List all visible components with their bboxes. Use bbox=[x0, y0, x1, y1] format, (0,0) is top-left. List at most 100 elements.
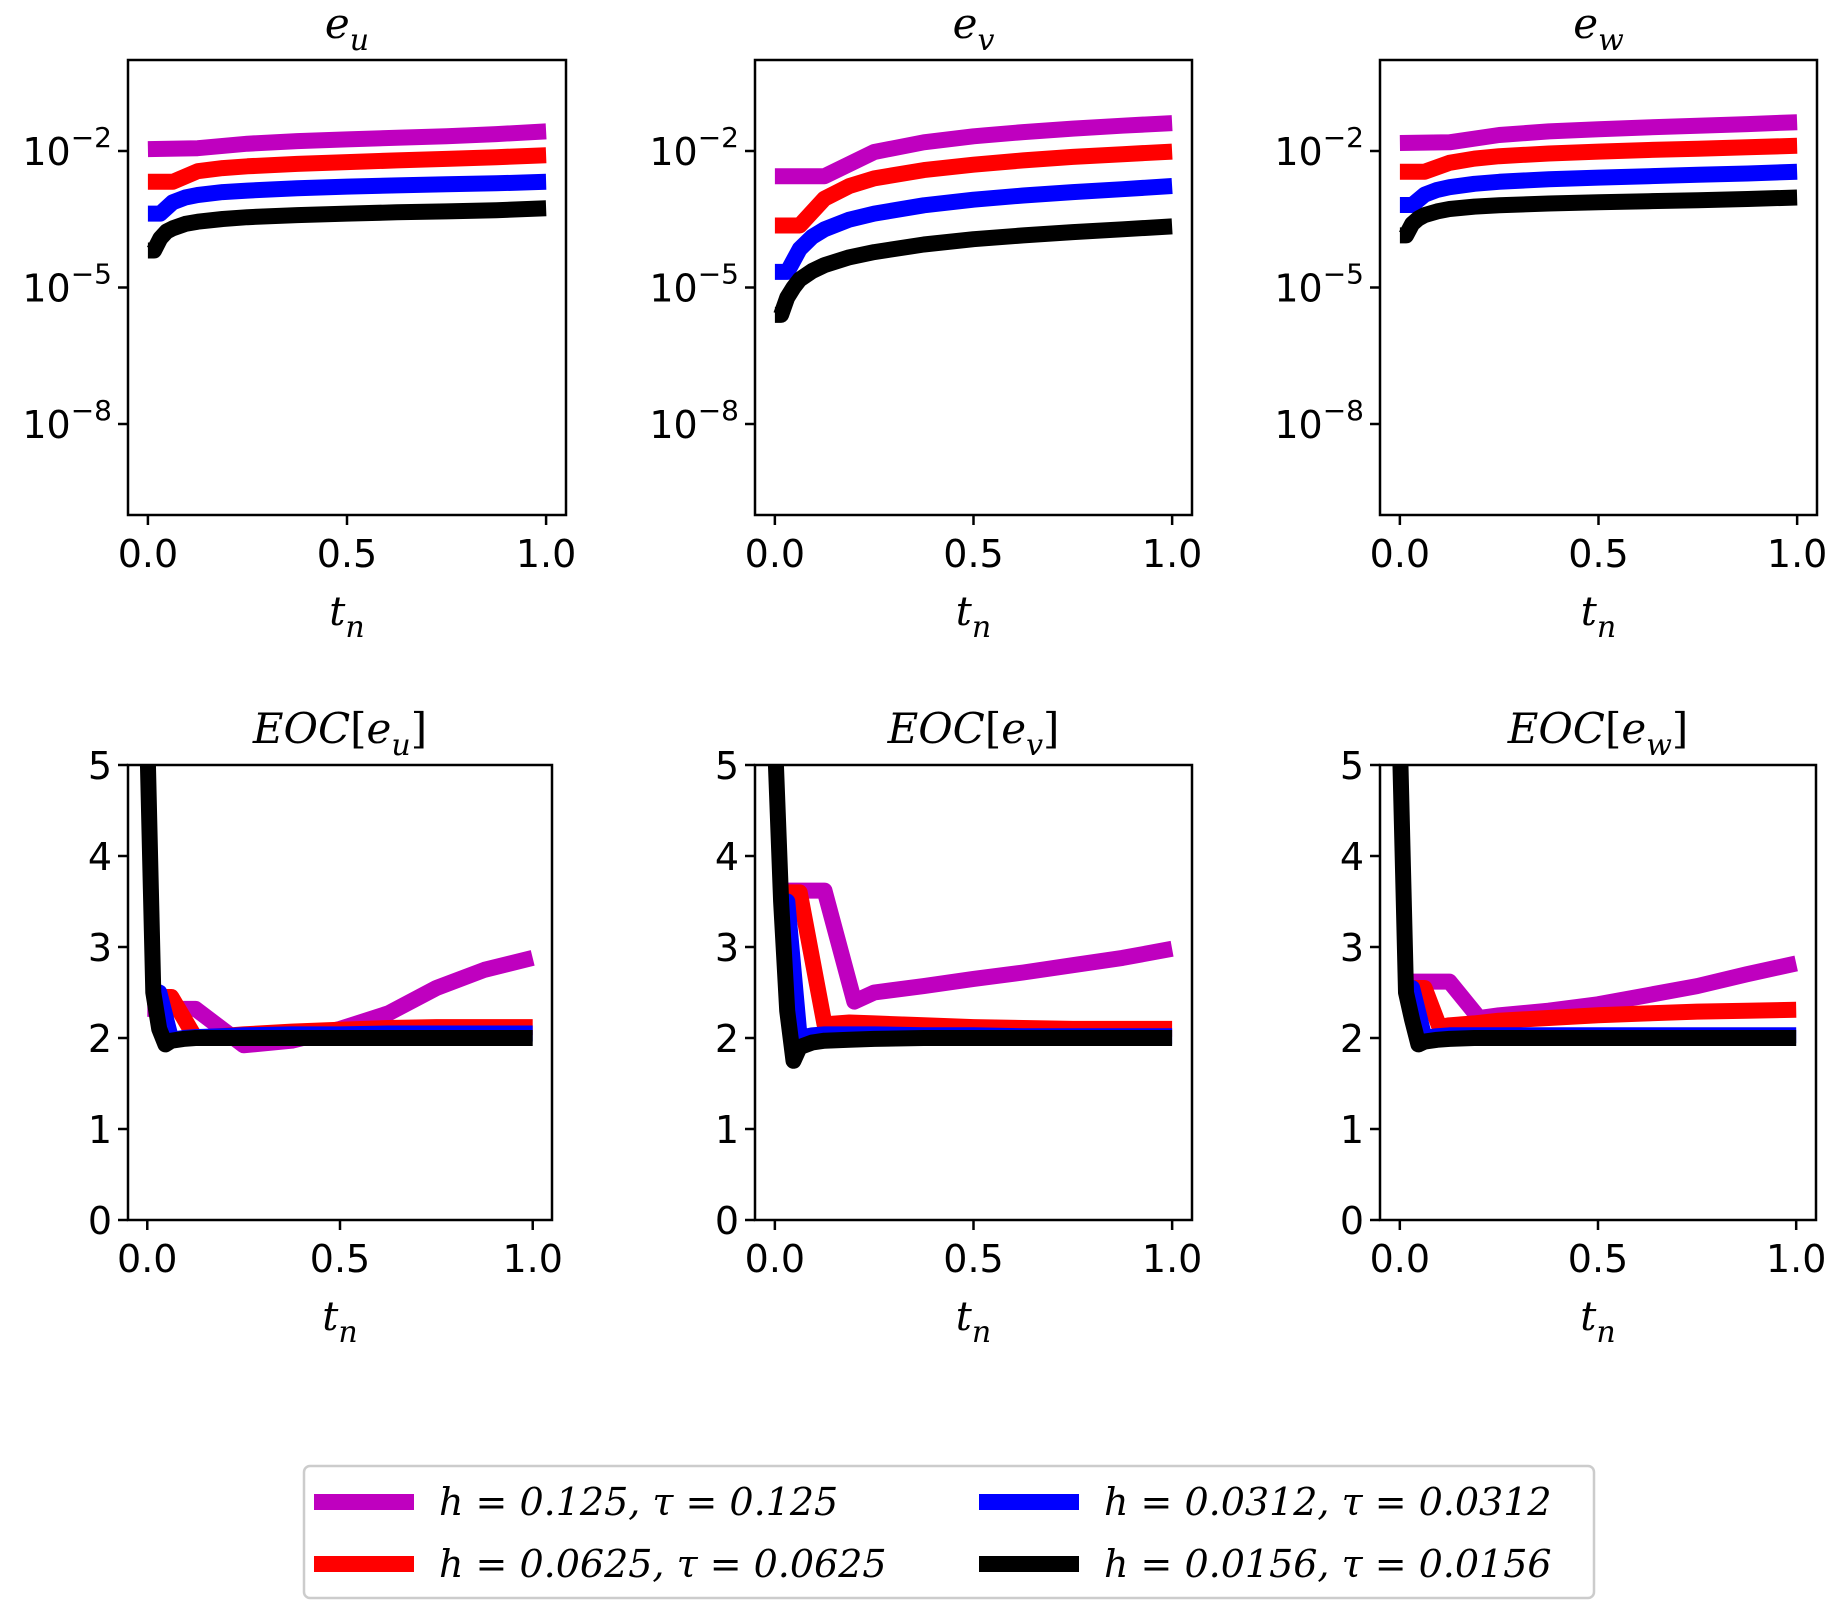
panel-title: ew bbox=[1573, 0, 1624, 58]
series-line-1 bbox=[1399, 114, 1798, 151]
series-line-1 bbox=[774, 882, 1174, 1010]
axes-frame bbox=[1378, 763, 1818, 1222]
title-bracket-close: ] bbox=[411, 704, 427, 753]
series-line-2 bbox=[1399, 137, 1798, 180]
panel-title: ev bbox=[953, 0, 995, 58]
x-tick-label: 0.0 bbox=[1370, 1237, 1430, 1281]
panel-6: 0.0 0.5 1.0 0 1 2 3 4 5 tn EOC[ew] bbox=[1340, 704, 1827, 1350]
x-tick-label: 0.0 bbox=[745, 1237, 805, 1281]
y-tick-label: 10−5 bbox=[22, 258, 112, 311]
x-label-sub: n bbox=[338, 1315, 357, 1350]
panel-title: EOC[ew] bbox=[1507, 704, 1689, 763]
title-eoc: EOC bbox=[887, 704, 985, 753]
y-tick-exponent: −2 bbox=[71, 121, 112, 154]
x-tick-label: 0.5 bbox=[943, 1237, 1003, 1281]
y-tick-label: 3 bbox=[1340, 926, 1364, 970]
series-line-3 bbox=[1399, 163, 1798, 213]
y-tick-exponent: −8 bbox=[698, 394, 739, 427]
panel-title: EOC[ev] bbox=[887, 704, 1060, 763]
y-tick-label: 5 bbox=[88, 744, 112, 788]
y-tick-label: 4 bbox=[88, 835, 112, 879]
y-tick-label: 5 bbox=[715, 744, 739, 788]
series-line-3 bbox=[774, 178, 1173, 280]
title-sub: u bbox=[391, 728, 410, 763]
y-tick-label: 3 bbox=[88, 926, 112, 970]
series-line-2 bbox=[1399, 980, 1797, 1036]
y-tick-exponent: −8 bbox=[71, 394, 112, 427]
title-sub: u bbox=[350, 23, 369, 58]
x-label-sub: n bbox=[345, 610, 364, 645]
x-label-sub: n bbox=[972, 610, 991, 645]
y-tick-label: 0 bbox=[715, 1199, 739, 1243]
x-tick-label: 0.0 bbox=[117, 1237, 177, 1281]
title-var: e bbox=[325, 0, 350, 48]
title-var: e bbox=[367, 704, 392, 753]
y-tick-label: 10−8 bbox=[22, 394, 112, 447]
title-sub: v bbox=[1026, 728, 1043, 763]
y-tick-label: 3 bbox=[715, 926, 739, 970]
x-label-main: t bbox=[956, 589, 973, 635]
y-tick-label: 10−8 bbox=[649, 394, 739, 447]
x-tick-label: 1.0 bbox=[1142, 1237, 1202, 1281]
y-tick-label: 10−2 bbox=[1274, 121, 1364, 174]
title-sub: v bbox=[977, 23, 994, 58]
series-line-4 bbox=[773, 218, 1173, 323]
series-group bbox=[146, 123, 547, 259]
series-line-3 bbox=[147, 173, 547, 222]
title-var: e bbox=[953, 0, 978, 48]
x-tick-label: 0.5 bbox=[943, 532, 1003, 576]
legend-label: h = 0.0156, τ = 0.0156 bbox=[1104, 1542, 1552, 1586]
series-group bbox=[767, 765, 1174, 1069]
y-tick-label: 0 bbox=[88, 1199, 112, 1243]
legend: h = 0.125, τ = 0.125 h = 0.0625, τ = 0.06… bbox=[302, 1464, 1596, 1600]
y-tick-exponent: −5 bbox=[71, 258, 112, 291]
y-tick-label: 1 bbox=[88, 1108, 112, 1152]
legend-item-2: h = 0.0625, τ = 0.0625 bbox=[314, 1542, 887, 1586]
x-label-sub: n bbox=[972, 1315, 991, 1350]
x-axis-label: tn bbox=[1580, 1294, 1615, 1350]
y-tick-label: 10−2 bbox=[22, 121, 112, 174]
title-bracket-open: [ bbox=[985, 704, 1001, 753]
y-tick-label: 2 bbox=[88, 1017, 112, 1061]
x-label-main: t bbox=[1580, 1294, 1597, 1340]
x-tick-label: 0.5 bbox=[317, 532, 377, 576]
series-group bbox=[1398, 114, 1798, 244]
y-tick-base: 10 bbox=[1274, 403, 1322, 447]
y-tick-exponent: −2 bbox=[698, 121, 739, 154]
y-tick-label: 10−8 bbox=[1274, 394, 1364, 447]
y-tick-exponent: −8 bbox=[1323, 394, 1364, 427]
x-label-main: t bbox=[956, 1294, 973, 1340]
y-tick-label: 5 bbox=[1340, 744, 1364, 788]
x-axis-label: tn bbox=[1581, 589, 1616, 645]
x-label-sub: n bbox=[1597, 610, 1616, 645]
title-bracket-close: ] bbox=[1672, 704, 1688, 753]
x-axis-label: tn bbox=[956, 1294, 991, 1350]
y-tick-label: 1 bbox=[715, 1108, 739, 1152]
title-sub: w bbox=[1646, 728, 1672, 763]
y-tick-exponent: −2 bbox=[1323, 121, 1364, 154]
panel-4: 0.0 0.5 1.0 0 1 2 3 4 5 tn EOC[eu] bbox=[88, 704, 563, 1350]
series-line-1 bbox=[774, 115, 1173, 185]
y-tick-label: 4 bbox=[1340, 835, 1364, 879]
y-tick-base: 10 bbox=[649, 130, 697, 174]
panel-title: eu bbox=[325, 0, 369, 58]
x-tick-label: 1.0 bbox=[503, 1237, 563, 1281]
x-tick-label: 1.0 bbox=[1766, 1237, 1826, 1281]
y-tick-base: 10 bbox=[22, 130, 70, 174]
panel-5: 0.0 0.5 1.0 0 1 2 3 4 5 tn EOC[ev] bbox=[715, 704, 1203, 1350]
title-var: e bbox=[1621, 704, 1646, 753]
series-line-2 bbox=[774, 143, 1173, 234]
title-var: e bbox=[1001, 704, 1026, 753]
x-tick-label: 0.0 bbox=[118, 532, 178, 576]
x-tick-label: 0.0 bbox=[745, 532, 805, 576]
title-sub: w bbox=[1598, 23, 1624, 58]
x-tick-label: 0.0 bbox=[1370, 532, 1430, 576]
y-tick-base: 10 bbox=[22, 267, 70, 311]
series-line-4 bbox=[139, 765, 533, 1053]
y-tick-base: 10 bbox=[1274, 130, 1322, 174]
x-tick-label: 0.5 bbox=[310, 1237, 370, 1281]
x-label-main: t bbox=[1581, 589, 1598, 635]
